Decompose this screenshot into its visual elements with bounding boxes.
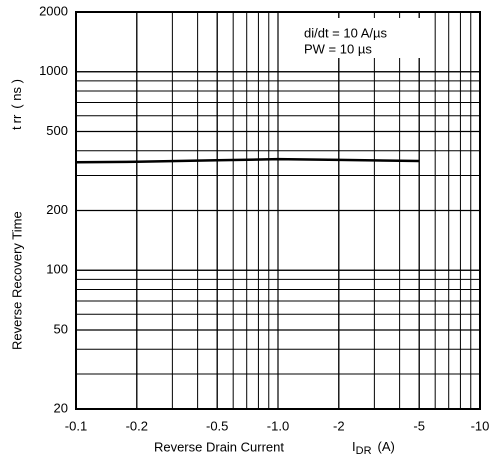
- x-tick-label: -0.5: [206, 418, 228, 433]
- y-tick-label: 200: [46, 202, 68, 217]
- y-tick-label: 50: [54, 321, 68, 336]
- annotation-box: [296, 18, 426, 58]
- annotation: di/dt = 10 A/µs: [304, 25, 388, 40]
- x-tick-label: -2: [333, 418, 345, 433]
- x-axis-symbol: IDR (A): [352, 439, 395, 456]
- y-tick-label: 100: [46, 262, 68, 277]
- plot-frame: [75, 11, 481, 410]
- y-tick-label: 1000: [39, 63, 68, 78]
- x-tick-label: -10: [471, 418, 490, 433]
- data-line: [75, 157, 420, 164]
- x-tick-label: -0.1: [65, 418, 87, 433]
- x-unit: (A): [378, 439, 395, 454]
- y-tick-label: 500: [46, 123, 68, 138]
- y-tick-label: 20: [54, 400, 68, 415]
- y-unit: ( ns ): [9, 79, 24, 109]
- annotation: PW = 10 µs: [304, 41, 372, 56]
- x-tick-label: -1.0: [267, 418, 289, 433]
- y-axis-symbol: t rr ( ns ): [9, 79, 24, 130]
- y-axis-label: Reverse Recovery Time: [9, 211, 24, 350]
- y-symbol: t: [9, 126, 24, 130]
- y-symbol-sub: rr: [9, 114, 24, 123]
- y-tick-label: 2000: [39, 3, 68, 18]
- x-symbol: I: [352, 439, 356, 454]
- x-tick-label: -0.2: [126, 418, 148, 433]
- x-tick-label: -5: [413, 418, 425, 433]
- x-axis-label: Reverse Drain Current: [154, 439, 284, 454]
- x-symbol-sub: DR: [356, 445, 372, 457]
